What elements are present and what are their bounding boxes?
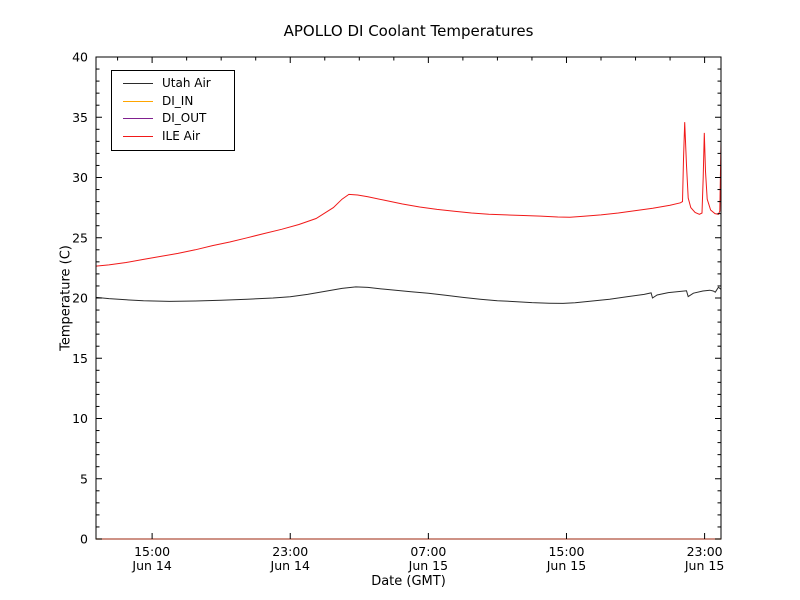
x-axis-label: Date (GMT): [371, 574, 446, 589]
legend-row: ILE Air: [112, 128, 234, 146]
legend: Utah Air DI_IN DI_OUT ILE Air: [111, 70, 235, 151]
legend-line-sample-icon: [123, 100, 153, 102]
x-tick-label-date: Jun 15: [546, 558, 586, 573]
series-line-utah-air: [96, 286, 722, 304]
x-tick-label-time: 15:00: [134, 544, 170, 559]
x-tick-label-date: Jun 14: [270, 558, 310, 573]
x-tick-label-date: Jun 15: [684, 558, 724, 573]
y-tick-label: 5: [80, 471, 88, 486]
series-group: [96, 122, 722, 304]
y-tick-label: 20: [72, 291, 88, 306]
y-tick-label: 40: [72, 50, 88, 65]
legend-label: Utah Air: [162, 76, 211, 91]
series-line-ile-air: [96, 122, 722, 267]
legend-line-sample-icon: [123, 135, 153, 137]
legend-row: DI_IN: [112, 93, 234, 111]
x-tick-label-time: 15:00: [548, 544, 584, 559]
legend-label: DI_OUT: [162, 111, 207, 126]
legend-line-sample-icon: [123, 83, 153, 85]
x-tick-label-time: 23:00: [272, 544, 308, 559]
x-tick-label-date: Jun 15: [408, 558, 448, 573]
legend-label: DI_IN: [162, 93, 194, 108]
chart-title: APOLLO DI Coolant Temperatures: [283, 22, 534, 40]
legend-line-sample-icon: [123, 118, 153, 120]
y-tick-label: 0: [80, 532, 88, 547]
x-tick-label-time: 23:00: [687, 544, 723, 559]
y-axis-label: Temperature (C): [58, 245, 74, 351]
legend-row: Utah Air: [112, 75, 234, 93]
y-tick-label: 30: [72, 170, 88, 185]
legend-row: DI_OUT: [112, 110, 234, 128]
legend-label: ILE Air: [162, 128, 201, 143]
y-tick-label: 35: [72, 110, 88, 125]
x-tick-label-time: 07:00: [410, 544, 446, 559]
x-tick-label-date: Jun 14: [131, 558, 171, 573]
y-tick-label: 25: [72, 230, 88, 245]
y-tick-label: 15: [72, 351, 88, 366]
y-tick-label: 10: [72, 411, 88, 426]
